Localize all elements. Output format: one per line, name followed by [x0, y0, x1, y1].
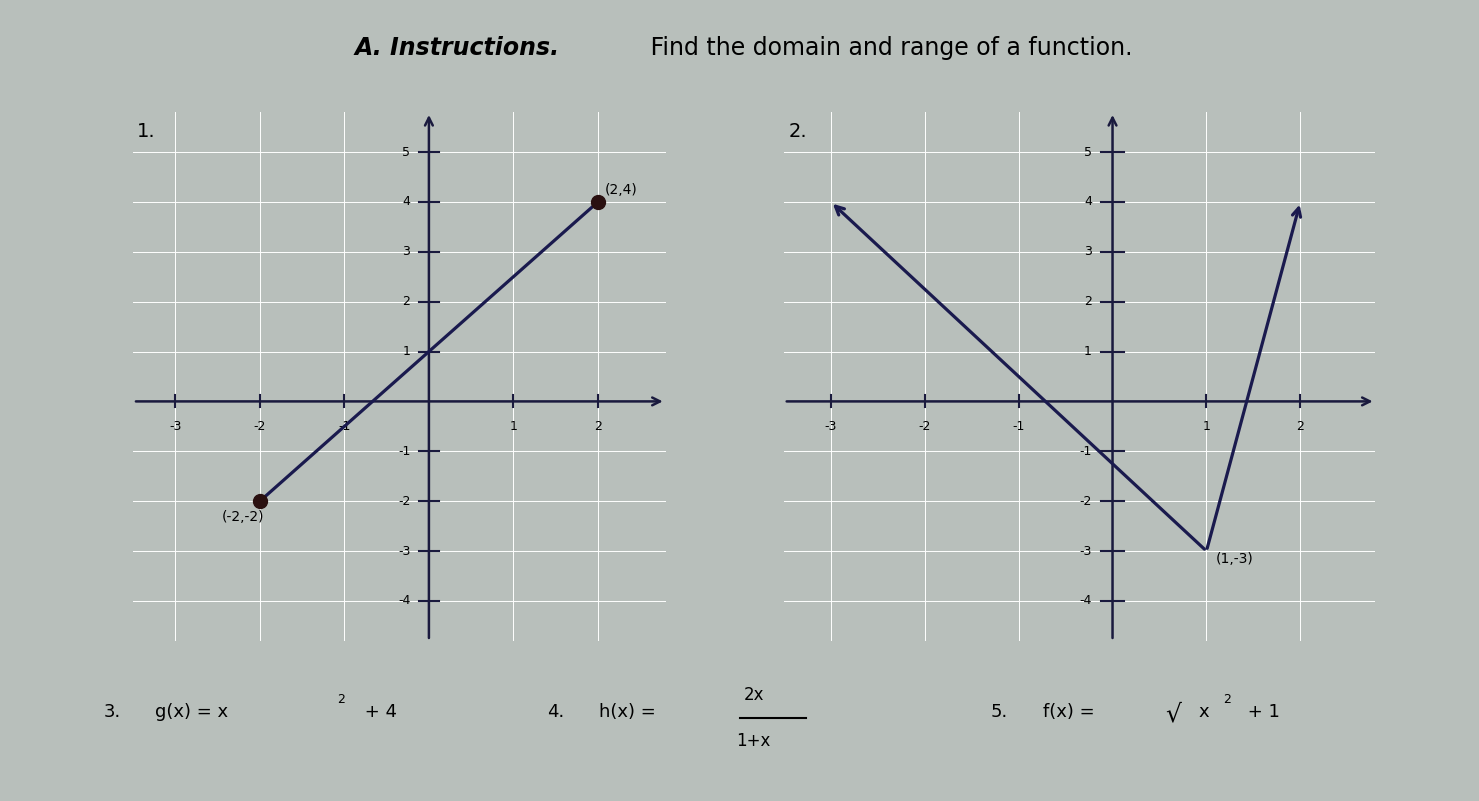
Text: 2: 2 [595, 421, 602, 433]
Text: -2: -2 [254, 421, 266, 433]
Text: -2: -2 [398, 495, 410, 508]
Text: 4: 4 [1084, 195, 1092, 208]
Text: + 4: + 4 [359, 703, 398, 722]
Text: -1: -1 [339, 421, 351, 433]
Text: 3.: 3. [104, 703, 121, 722]
Text: 2: 2 [1084, 295, 1092, 308]
Text: 3: 3 [402, 245, 410, 258]
Text: + 1: + 1 [1242, 703, 1281, 722]
Text: 1: 1 [1202, 421, 1210, 433]
Text: 1: 1 [1084, 345, 1092, 358]
Text: 2.: 2. [788, 122, 808, 141]
Text: 1+x: 1+x [737, 732, 771, 751]
Text: 5.: 5. [991, 703, 1009, 722]
Text: Find the domain and range of a function.: Find the domain and range of a function. [643, 36, 1133, 60]
Text: x: x [1198, 703, 1208, 722]
Text: 2: 2 [402, 295, 410, 308]
Text: 2: 2 [1297, 421, 1304, 433]
Text: 2x: 2x [744, 686, 765, 704]
Text: (-2,-2): (-2,-2) [222, 510, 265, 524]
Text: 2: 2 [337, 693, 345, 706]
Text: 5: 5 [402, 146, 410, 159]
Text: h(x) =: h(x) = [599, 703, 655, 722]
Text: -1: -1 [1080, 445, 1092, 458]
Text: -2: -2 [918, 421, 930, 433]
Text: 3: 3 [1084, 245, 1092, 258]
Text: -4: -4 [1080, 594, 1092, 607]
Text: 1: 1 [509, 421, 518, 433]
Text: -3: -3 [169, 421, 182, 433]
Text: 5: 5 [1084, 146, 1092, 159]
Text: g(x) = x: g(x) = x [155, 703, 228, 722]
Text: 1.: 1. [138, 122, 155, 141]
Text: 1: 1 [402, 345, 410, 358]
Text: (2,4): (2,4) [605, 183, 637, 197]
Text: -1: -1 [1013, 421, 1025, 433]
Text: -1: -1 [398, 445, 410, 458]
Text: (1,-3): (1,-3) [1216, 553, 1254, 566]
Text: -4: -4 [398, 594, 410, 607]
Text: 4.: 4. [547, 703, 565, 722]
Text: f(x) =: f(x) = [1043, 703, 1094, 722]
Text: -3: -3 [398, 545, 410, 557]
Text: A. Instructions.: A. Instructions. [355, 36, 561, 60]
Text: -2: -2 [1080, 495, 1092, 508]
Text: 4: 4 [402, 195, 410, 208]
Text: 2: 2 [1223, 693, 1231, 706]
Text: √: √ [1165, 702, 1182, 727]
Text: -3: -3 [825, 421, 837, 433]
Text: -3: -3 [1080, 545, 1092, 557]
